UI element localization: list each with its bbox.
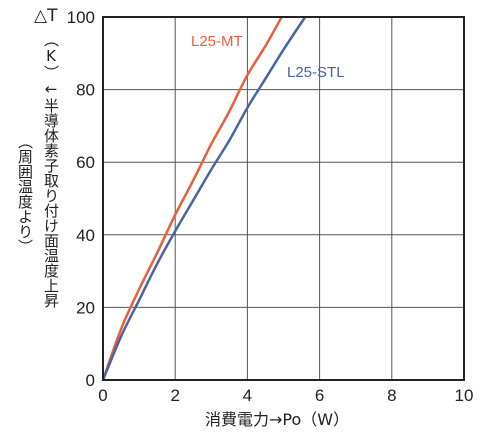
grid [102,16,465,381]
x-tick-label: 4 [243,386,252,405]
x-axis-label: 消費電力→Po（W） [205,410,350,429]
y-axis-label-symbol: △T [34,6,58,26]
x-tick-label: 2 [170,386,179,405]
y-axis-label-main: （K）←半導体素子取り付け面温度上昇 [42,32,60,308]
y-tick-labels: 0 20 40 60 80 100 [67,8,95,390]
series-line-l25-mt [101,16,283,381]
y-axis-label: △T （K）←半導体素子取り付け面温度上昇 （周囲温度より） [12,6,62,386]
series-label-l25-stl: L25-STL [287,64,345,81]
y-axis-label-sub: （周囲温度より） [16,134,34,254]
plot-frame [102,16,465,381]
y-tick-label: 0 [86,371,95,390]
y-tick-label: 40 [76,226,95,245]
series-label-l25-mt: L25-MT [191,33,243,50]
x-tick-label: 8 [387,386,396,405]
x-tick-label: 10 [455,386,474,405]
series-line-l25-stl [101,16,307,381]
y-tick-label: 80 [76,81,95,100]
y-tick-label: 60 [76,153,95,172]
x-tick-label: 0 [98,386,107,405]
y-tick-label: 100 [67,8,95,27]
series-lines [101,16,307,381]
x-tick-label: 6 [315,386,324,405]
y-tick-label: 20 [76,298,95,317]
x-tick-labels: 0 2 4 6 8 10 [98,386,473,405]
